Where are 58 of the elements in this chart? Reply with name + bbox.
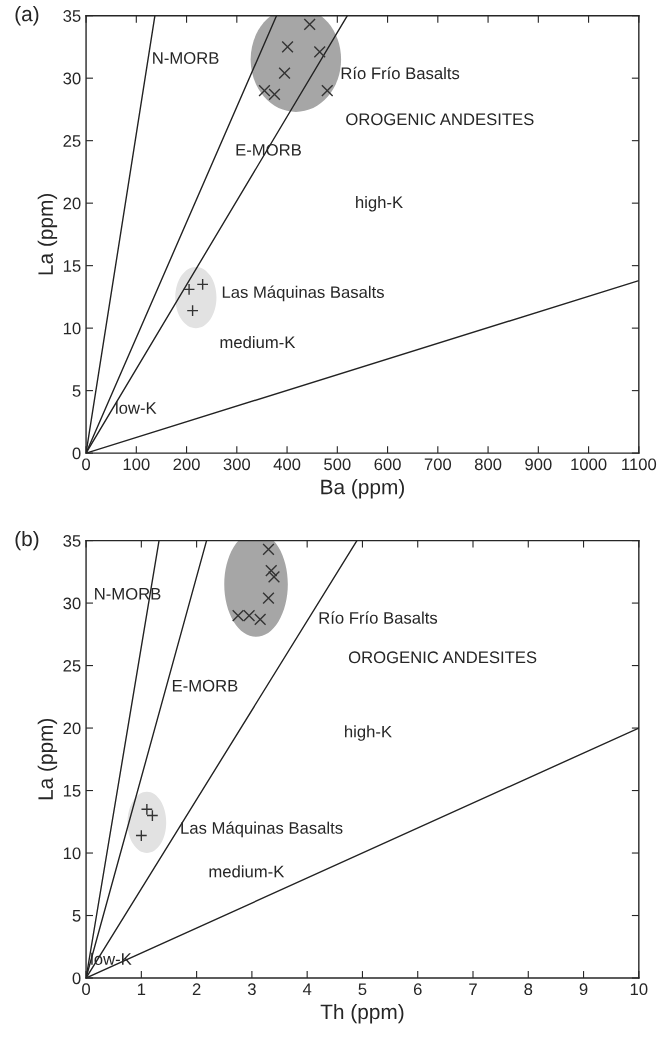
x-tick-label: 400 <box>273 458 301 471</box>
y-tick-label: 15 <box>63 785 81 797</box>
x-tick-label: 200 <box>173 458 200 471</box>
y-tick-label: 0 <box>72 972 81 985</box>
x-tick-label: 4 <box>302 983 312 995</box>
x-tick-label: 300 <box>223 458 251 471</box>
y-tick-label: 30 <box>63 597 81 610</box>
y-tick-label: 5 <box>72 910 81 922</box>
x-tick-label: 0 <box>82 983 91 996</box>
y-axis-title: La (ppm) <box>37 194 58 275</box>
y-axis-title: La (ppm) <box>37 718 58 800</box>
y-tick-label: 10 <box>63 847 81 860</box>
x-tick-label: 900 <box>525 458 552 471</box>
y-tick-label: 35 <box>63 534 81 547</box>
annotation: Río Frío Basalts <box>319 611 438 624</box>
y-tick-label: 5 <box>72 385 81 397</box>
annotation: medium-K <box>209 865 285 878</box>
annotation: OROGENIC ANDESITES <box>346 113 534 126</box>
x-tick-label: 6 <box>413 983 422 996</box>
x-tick-label: 700 <box>424 458 452 471</box>
x-tick-label: 1 <box>137 983 146 995</box>
x-tick-label: 7 <box>469 983 477 995</box>
y-tick-label: 0 <box>72 447 81 460</box>
y-tick-label: 10 <box>63 322 81 335</box>
x-tick-label: 600 <box>374 458 401 471</box>
annotation: high-K <box>356 196 403 212</box>
x-tick-label: 8 <box>524 983 533 996</box>
x-tick-label: 3 <box>247 983 256 996</box>
x-tick-label: 2 <box>192 983 201 995</box>
y-tick-label: 35 <box>63 10 81 22</box>
annotation: high-K <box>345 725 392 741</box>
x-tick-label: 1100 <box>622 458 657 471</box>
x-tick-label: 10 <box>630 983 648 996</box>
annotation: E-MORB <box>172 679 238 692</box>
y-tick-label: 15 <box>63 260 81 272</box>
chart-title: (b) <box>15 530 39 551</box>
annotation: low-K <box>116 401 157 414</box>
annotation: N-MORB <box>153 52 219 64</box>
y-tick-label: 30 <box>63 72 81 85</box>
annotation: medium-K <box>220 335 296 349</box>
x-tick-label: 100 <box>123 458 150 471</box>
x-tick-label: 5 <box>358 983 367 996</box>
annotation: Las Máquinas Basalts <box>181 821 343 838</box>
annotation: Las Máquinas Basalts <box>222 285 384 302</box>
x-axis-title: Th (ppm) <box>320 1003 404 1024</box>
x-tick-label: 800 <box>474 458 502 471</box>
x-tick-label: 1000 <box>571 458 607 471</box>
x-axis-title: Ba (ppm) <box>321 479 404 499</box>
x-tick-label: 500 <box>324 458 351 471</box>
y-tick-label: 25 <box>63 135 81 147</box>
y-tick-label: 20 <box>63 197 81 210</box>
x-tick-label: 9 <box>579 983 588 996</box>
y-tick-label: 25 <box>63 659 81 672</box>
x-tick-label: 0 <box>82 458 91 471</box>
y-tick-label: 20 <box>63 722 81 735</box>
annotation: Río Frío Basalts <box>341 66 460 80</box>
chart-title: (a) <box>15 5 39 26</box>
annotation: OROGENIC ANDESITES <box>348 651 537 664</box>
